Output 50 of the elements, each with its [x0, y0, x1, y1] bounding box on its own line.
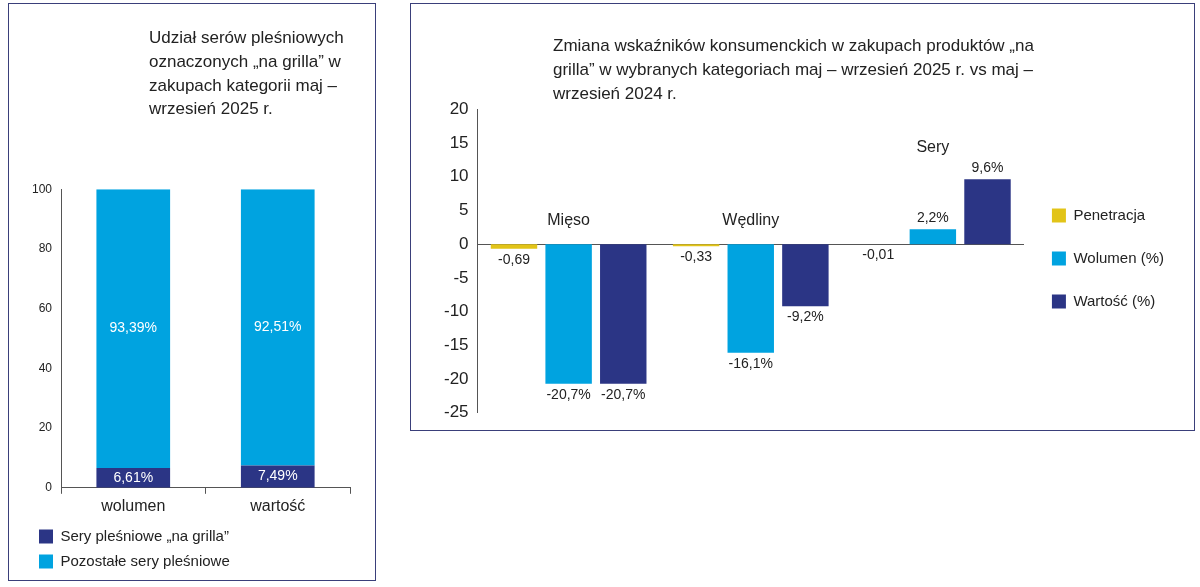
data-label: -20,7%	[546, 385, 591, 402]
data-label: 9,6%	[971, 159, 1004, 176]
bar	[240, 189, 315, 466]
bar	[600, 244, 647, 384]
legend-label: Sery pleśniowe „na grilla”	[60, 526, 229, 544]
bar	[545, 244, 592, 384]
data-label: 6,61%	[113, 468, 154, 485]
x-tick-label: Mięso	[547, 210, 591, 228]
data-label: -0,33	[680, 248, 713, 265]
x-tick-label: Wędliny	[722, 210, 780, 228]
y-tick-label: 20	[38, 420, 53, 435]
bar	[964, 179, 1011, 245]
y-tick-label: 80	[38, 241, 53, 256]
legend-label: Wolumen (%)	[1073, 248, 1165, 266]
y-tick-label: -10	[443, 301, 469, 321]
y-tick-label: -20	[443, 368, 469, 388]
x-tick-label: wartość	[249, 496, 306, 514]
bar	[909, 229, 957, 245]
y-tick-label: 15	[449, 132, 469, 152]
y-tick-label: 20	[449, 98, 469, 118]
y-tick-label: 5	[459, 200, 469, 220]
bar	[782, 244, 829, 307]
data-label: 7,49%	[257, 467, 298, 484]
data-label: -20,7%	[601, 385, 646, 402]
data-label: 93,39%	[109, 319, 158, 336]
y-tick-label: -15	[443, 335, 469, 355]
bar	[96, 189, 171, 469]
data-label: 2,2%	[916, 209, 949, 226]
legend-label: Pozostałe sery pleśniowe	[60, 551, 230, 569]
y-tick-label: 60	[38, 300, 53, 315]
chart-title: Udział serów pleśniowych oznaczonych „na grilla” w zakupach kategorii maj – wrzesień 2025 r.	[149, 27, 345, 121]
y-tick-label: 0	[45, 480, 53, 495]
x-tick-label: Sery	[916, 137, 950, 155]
data-label: -16,1%	[728, 354, 773, 371]
bar	[490, 244, 538, 249]
data-label: -0,01	[862, 246, 895, 263]
bar	[727, 244, 774, 353]
chart-title: Zmiana wskaźników konsumenckich w zakupach produktów „na grilla” w wybranych kategoriach maj – wrzesień 2025 r. vs maj – wrzesień 2024 r.	[553, 35, 1035, 105]
y-tick-label: 40	[38, 360, 53, 375]
y-tick-label: -5	[453, 267, 469, 287]
legend-label: Penetracja	[1073, 205, 1146, 223]
data-label: -9,2%	[787, 308, 824, 325]
y-tick-label: 10	[449, 166, 469, 186]
y-tick-label: -25	[443, 402, 469, 422]
data-label: 92,51%	[254, 318, 302, 335]
y-tick-label: 0	[459, 233, 469, 253]
legend-label: Wartość (%)	[1073, 291, 1156, 309]
data-label: -0,69	[498, 250, 531, 267]
y-tick-label: 100	[31, 181, 53, 196]
x-tick-label: wolumen	[100, 496, 166, 514]
